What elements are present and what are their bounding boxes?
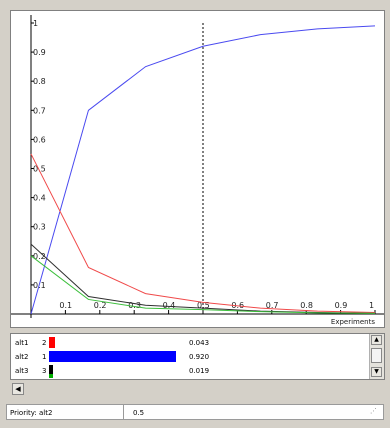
horizontal-scrollbar[interactable]: ◀ (10, 381, 385, 397)
x-axis-label: Experiments (331, 318, 375, 326)
scroll-left-icon[interactable]: ◀ (12, 383, 24, 395)
alternative-value: 0.019 (189, 367, 210, 375)
status-divider (123, 405, 124, 419)
alternative-value: 0.043 (189, 339, 210, 347)
x-tick-label: 0.5 (197, 301, 210, 310)
status-bar: Priority: alt2 0.5 ⋰ (6, 404, 384, 420)
y-tick-label: 0.7 (33, 106, 46, 115)
y-tick-label: 0.2 (33, 252, 46, 261)
scrollbar-thumb[interactable] (371, 348, 382, 363)
alternative-index: 3 (42, 367, 47, 375)
alternative-value: 0.920 (189, 353, 210, 361)
y-tick-label: 0.9 (33, 48, 46, 57)
alternative-name: alt1 (15, 339, 29, 347)
x-tick-label: 0.4 (163, 301, 176, 310)
x-tick-label: 0.8 (300, 301, 313, 310)
series-line-4 (30, 255, 376, 314)
alternative-bar (49, 351, 176, 362)
series-line-2 (30, 153, 376, 314)
alternative-index: 2 (42, 339, 47, 347)
alternative-index: 1 (42, 353, 47, 361)
y-tick-label: 0.6 (33, 135, 46, 144)
alternative-bar (49, 337, 55, 348)
alternative-bar (49, 365, 53, 378)
sensitivity-chart[interactable]: 1 0.9 0.8 0.7 0.6 0.5 0.4 0.3 0.2 0.1 0.1 0.2 0.3 0.4… (10, 10, 385, 328)
alternative-row-alt2[interactable]: alt2 1 0.920 (11, 350, 366, 363)
y-tick-label: 0.5 (33, 165, 46, 174)
y-tick-label: 0.8 (33, 77, 46, 86)
x-tick-label: 0.7 (266, 301, 279, 310)
x-tick-label: 1 (369, 301, 374, 310)
y-tick-label: 1 (33, 19, 38, 28)
x-tick-label: 0.3 (128, 301, 141, 310)
x-tick-label: 0.9 (335, 301, 348, 310)
alternative-name: alt3 (15, 367, 29, 375)
resize-grip-icon[interactable]: ⋰ (370, 407, 377, 415)
alternatives-panel: alt1 2 0.043 alt2 1 0.920 alt3 3 0.019 ▲… (10, 333, 385, 380)
series-line-1 (30, 25, 376, 315)
alternative-name: alt2 (15, 353, 29, 361)
alternative-row-alt3[interactable]: alt3 3 0.019 (11, 364, 366, 378)
x-tick-label: 0.1 (59, 301, 72, 310)
priority-value: 0.5 (133, 409, 145, 417)
chart-svg: 10.90.80.70.60.50.40.30.20.10.1 0.2 0.3 0.4… (11, 15, 384, 326)
alternative-accent (49, 374, 53, 378)
alternatives-vertical-scrollbar[interactable]: ▲ ▼ (369, 334, 384, 379)
alternative-row-alt1[interactable]: alt1 2 0.043 (11, 336, 366, 349)
x-tick-label: 0.2 (94, 301, 107, 310)
y-tick-label: 0.4 (33, 194, 46, 203)
y-tick-label: 0.3 (33, 223, 46, 232)
scroll-down-icon[interactable]: ▼ (371, 367, 382, 377)
priority-label: Priority: alt2 (10, 409, 53, 417)
scroll-up-icon[interactable]: ▲ (371, 335, 382, 345)
